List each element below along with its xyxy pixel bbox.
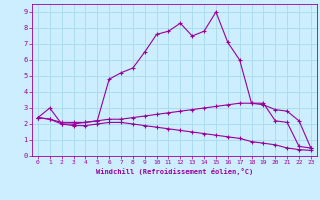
- X-axis label: Windchill (Refroidissement éolien,°C): Windchill (Refroidissement éolien,°C): [96, 168, 253, 175]
